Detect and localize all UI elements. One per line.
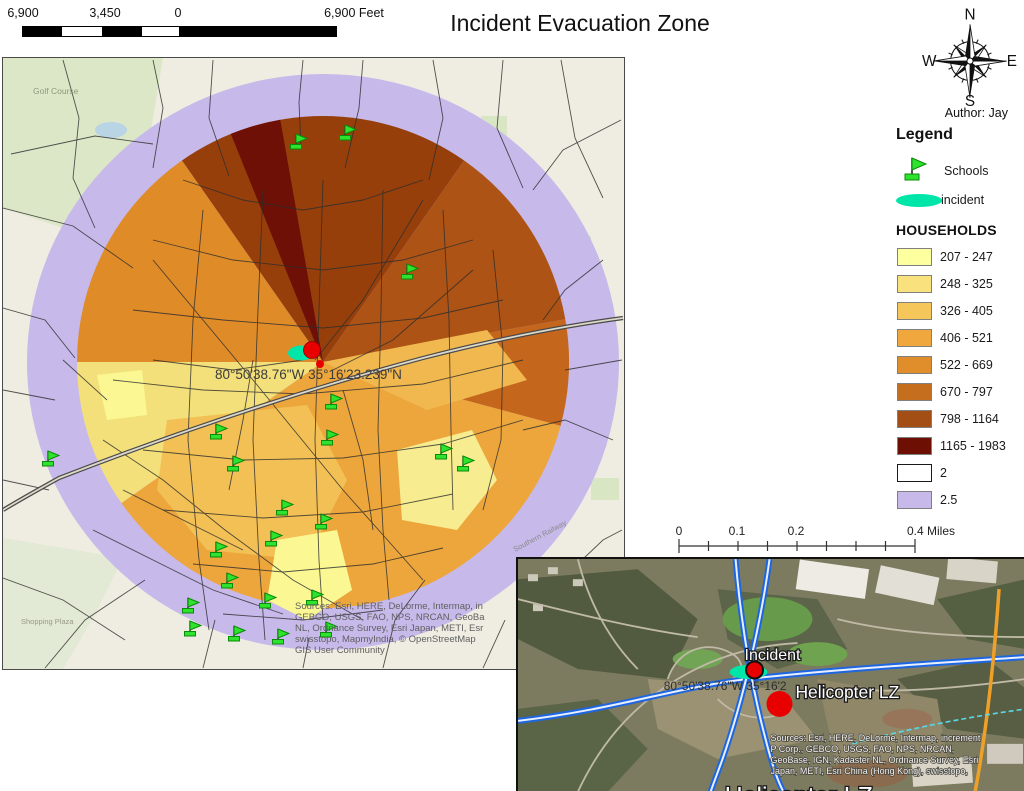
svg-text:Japan, METI, Esri China (Hong: Japan, METI, Esri China (Hong Kong), swi… [771,766,968,776]
inset-map[interactable]: 80°50'38.76"W 35°16'2 Incident Helicopte… [516,557,1024,791]
legend-item-schools: Schools [896,154,1022,190]
legend-class-row: 1165 - 1983 [896,435,1022,462]
inset-incident-marker[interactable] [729,660,768,680]
legend-class-label: 522 - 669 [940,358,993,372]
scalebar-miles-label: 0.1 [728,524,746,538]
legend-class-row: 2 [896,462,1022,489]
legend-class-row: 248 - 325 [896,273,1022,300]
legend-class-row: 2.5 [896,489,1022,516]
scalebar-miles-label: 0.4 Miles [906,524,956,538]
incident-marker[interactable] [288,341,324,369]
svg-text:GEBCO, USGS, FAO, NPS, NRCAN,: GEBCO, USGS, FAO, NPS, NRCAN, GeoBa [295,612,485,623]
svg-text:P Corp., GEBCO, USGS, FAO, NPS: P Corp., GEBCO, USGS, FAO, NPS, NRCAN, [771,744,955,754]
orange-road [973,589,1001,791]
legend-class-row: 406 - 521 [896,327,1022,354]
legend-class-row: 207 - 247 [896,246,1022,273]
compass-w-label: W [922,53,937,70]
legend-class-swatch [897,329,932,347]
scalebar-feet-unit: Feet [358,6,384,20]
legend-class-row: 326 - 405 [896,300,1022,327]
legend-incident-label: incident [941,193,985,207]
legend-class-label: 326 - 405 [940,304,993,318]
legend-class-swatch [897,410,932,428]
legend-item-incident: incident [896,190,1022,216]
highway [3,315,624,512]
main-map[interactable]: Golf Course Shopping Plaza Southern Rail… [2,57,625,670]
incident-symbol [896,194,942,207]
inset-incident-label: Incident [745,647,801,664]
legend-class-label: 2.5 [940,493,958,507]
legend-class-row: 798 - 1164 [896,408,1022,435]
svg-text:GIS User Community: GIS User Community [295,645,385,656]
scalebar-miles: 0 0.1 0.2 0.4 Miles [672,524,972,558]
scalebar-miles-label: 0.2 [787,524,805,538]
scalebar-feet-label: 6,900 Feet [324,6,384,20]
school-flag-icon [904,157,928,181]
legend-schools-label: Schools [944,164,989,178]
legend-class-swatch [897,275,932,293]
legend-class-swatch [897,302,932,320]
legend-class-swatch [897,491,932,509]
legend: Legend Schools incident HOUSEHOLDS 207 -… [896,126,1022,516]
legend-class-label: 1165 - 1983 [940,439,1006,453]
legend-class-label: 798 - 1164 [940,412,999,426]
legend-class-swatch [897,383,932,401]
scalebar-miles-unit: Miles [927,524,956,538]
helicopter-lz-marker[interactable] [766,690,793,717]
street-network [3,59,623,669]
svg-text:NL, Ordnance Survey, Esri Japa: NL, Ordnance Survey, Esri Japan, METI, E… [295,623,483,634]
scalebar-feet-label: 0 [174,6,182,20]
inset-attribution: Sources: Esri, HERE, DeLorme, Intermap, … [770,732,982,776]
inset-helicopter-label-bottom: Helicopter LZ [725,783,873,791]
svg-text:GeoBase, IGN, Kadaster NL, Ord: GeoBase, IGN, Kadaster NL, Ordnance Surv… [771,755,979,765]
compass-cardinal-points [933,24,1007,98]
svg-text:swisstopo, MapmyIndia, © OpenS: swisstopo, MapmyIndia, © OpenStreetMap [295,634,476,645]
boundary-dashed-line [852,708,1024,745]
legend-households-heading: HOUSEHOLDS [896,222,997,238]
north-arrow-icon: N E S W [922,6,1017,108]
svg-text:Sources: Esri, HERE, DeLorme,: Sources: Esri, HERE, DeLorme, Intermap, … [771,733,981,743]
legend-class-swatch [897,356,932,374]
legend-class-row: 670 - 797 [896,381,1022,408]
legend-class-label: 248 - 325 [940,277,993,291]
scalebar-miles-label: 0 [675,524,683,538]
main-coordinate-label: 80°50'38.76"W 35°16'23.239"N [215,367,402,382]
legend-class-swatch [897,437,932,455]
legend-class-list: 207 - 247 248 - 325 326 - 405 406 - 521 … [896,246,1022,516]
author-credit: Author: Jay [944,106,1008,120]
compass-e-label: E [1007,53,1017,70]
legend-class-row: 522 - 669 [896,354,1022,381]
legend-class-label: 406 - 521 [940,331,993,345]
main-attribution: Sources: Esri, HERE, DeLorme, Intermap, … [295,601,485,656]
shopping-plaza-label: Shopping Plaza [21,617,74,626]
inset-helicopter-label: Helicopter LZ [795,682,899,702]
page-title: Incident Evacuation Zone [450,10,710,36]
scalebar-feet-label: 6,900 [7,6,39,20]
legend-heading: Legend [896,126,953,143]
scalebar-miles-bar [678,539,916,553]
legend-class-label: 2 [940,466,947,480]
legend-class-label: 207 - 247 [940,250,993,264]
compass-n-label: N [964,6,975,23]
scalebar-feet-bar [22,26,337,37]
scalebar-feet: 6,900 3,450 0 6,900 Feet [7,6,398,42]
legend-class-swatch [897,248,932,266]
scalebar-feet-label: 3,450 [89,6,121,20]
svg-text:Sources: Esri, HERE, DeLorme,: Sources: Esri, HERE, DeLorme, Intermap, … [295,601,483,612]
compass-s-label: S [965,93,975,108]
inset-coordinate-label: 80°50'38.76"W 35°16'2 [664,679,787,693]
golf-course-label: Golf Course [33,86,79,96]
legend-class-swatch [897,464,932,482]
legend-class-label: 670 - 797 [940,385,993,399]
